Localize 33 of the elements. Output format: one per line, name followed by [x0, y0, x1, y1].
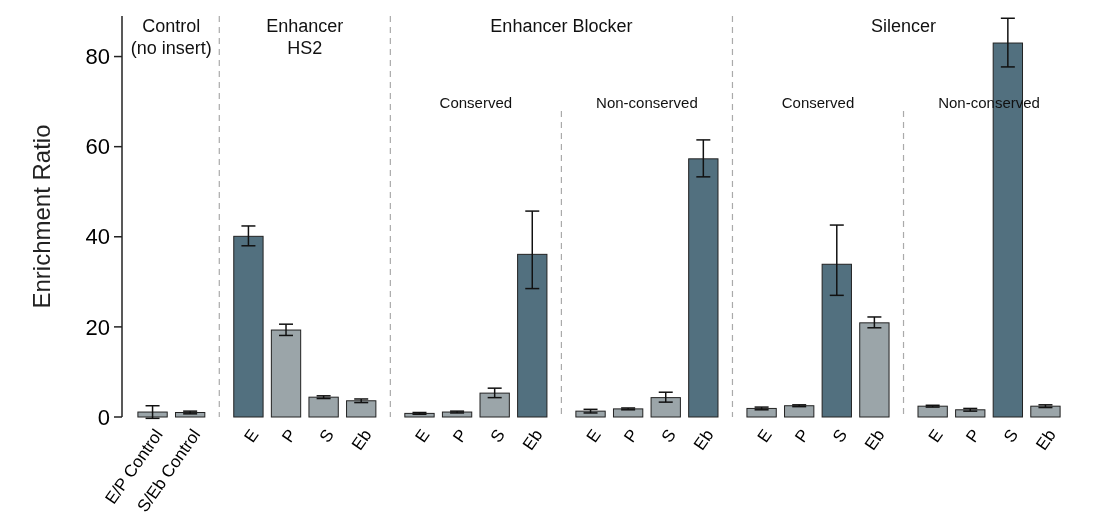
x-tick-label: P: [620, 425, 643, 446]
x-tick-label: Eb: [861, 425, 889, 454]
x-tick-label: E: [582, 425, 605, 446]
annotation: Conserved: [439, 94, 513, 111]
x-tick-label: Eb: [689, 425, 718, 454]
annotation: Silencer: [871, 16, 937, 36]
x-tick-label: E: [411, 425, 434, 446]
x-tick-label: E: [753, 425, 776, 446]
x-tick-label: S: [486, 425, 509, 446]
x-tick-label: Eb: [518, 425, 547, 454]
x-tick-label: S: [315, 425, 338, 446]
annotation: Control (no insert): [130, 16, 212, 58]
y-tick-label: 40: [85, 224, 110, 250]
x-tick-label: E: [240, 425, 263, 446]
y-tick-label: 20: [85, 314, 110, 340]
x-tick-label: Eb: [347, 425, 376, 454]
y-tick-label: 60: [85, 134, 110, 160]
x-tick-label: P: [449, 425, 472, 446]
x-tick-label: S: [657, 425, 680, 446]
y-tick-label: 0: [97, 404, 110, 430]
x-tick-label: P: [278, 425, 301, 446]
annotation: Conserved: [781, 94, 855, 111]
annotation: Enhancer Blocker: [490, 16, 633, 36]
x-tick-label: Eb: [1032, 425, 1060, 454]
x-tick-label: S: [999, 425, 1022, 446]
annotation: Enhancer HS2: [266, 16, 344, 58]
x-tick-label: E: [924, 425, 947, 446]
y-axis-title: Enrichment Ratio: [28, 124, 55, 309]
y-tick-label: 80: [85, 44, 110, 70]
x-tick-label: S: [828, 425, 851, 446]
x-tick-label: P: [962, 425, 985, 446]
x-tick-label: P: [791, 425, 814, 446]
annotation: Non-conserved: [596, 94, 698, 111]
